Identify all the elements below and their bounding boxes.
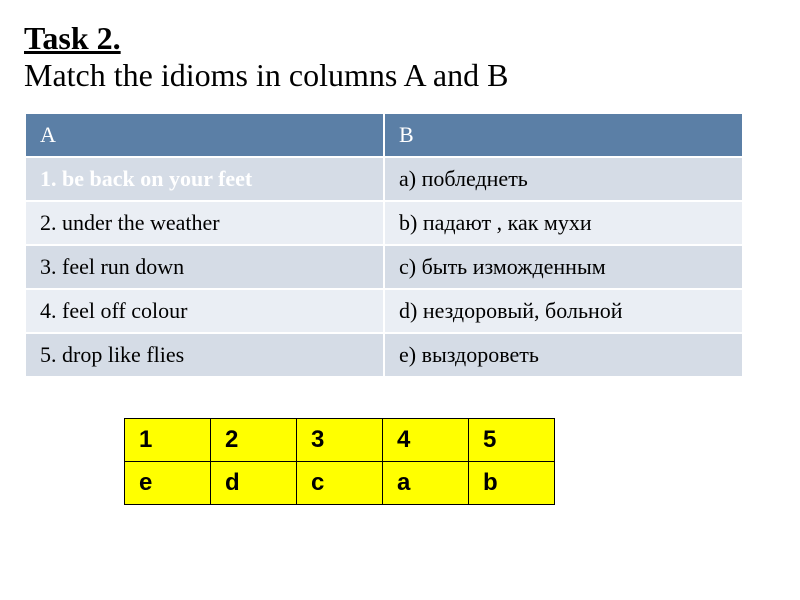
answer-number: 1 bbox=[125, 419, 211, 462]
table-header-row: A B bbox=[25, 113, 743, 157]
header-a: A bbox=[25, 113, 384, 157]
cell-a: 3. feel run down bbox=[25, 245, 384, 289]
title-block: Task 2. Match the idioms in columns A an… bbox=[24, 20, 776, 94]
table-row: 2. under the weather b) падают , как мух… bbox=[25, 201, 743, 245]
answer-letter-row: e d c a b bbox=[125, 462, 555, 505]
task-instruction: Match the idioms in columns A and B bbox=[24, 57, 776, 94]
answer-number: 5 bbox=[469, 419, 555, 462]
cell-b: e) выздороветь bbox=[384, 333, 743, 377]
cell-b: c) быть изможденным bbox=[384, 245, 743, 289]
answer-number: 4 bbox=[383, 419, 469, 462]
table-row: 4. feel off colour d) нездоровый, больно… bbox=[25, 289, 743, 333]
answer-letter: e bbox=[125, 462, 211, 505]
answer-number-row: 1 2 3 4 5 bbox=[125, 419, 555, 462]
cell-b: d) нездоровый, больной bbox=[384, 289, 743, 333]
task-label: Task 2. bbox=[24, 20, 121, 56]
answer-letter: c bbox=[297, 462, 383, 505]
answer-number: 3 bbox=[297, 419, 383, 462]
match-table: A B 1. be back on your feet a) побледнет… bbox=[24, 112, 744, 378]
answer-letter: d bbox=[211, 462, 297, 505]
cell-b: a) побледнеть bbox=[384, 157, 743, 201]
cell-a: 5. drop like flies bbox=[25, 333, 384, 377]
header-b: B bbox=[384, 113, 743, 157]
table-row: 1. be back on your feet a) побледнеть bbox=[25, 157, 743, 201]
cell-a: 4. feel off colour bbox=[25, 289, 384, 333]
table-row: 5. drop like flies e) выздороветь bbox=[25, 333, 743, 377]
answer-number: 2 bbox=[211, 419, 297, 462]
cell-b: b) падают , как мухи bbox=[384, 201, 743, 245]
cell-a: 2. under the weather bbox=[25, 201, 384, 245]
cell-a: 1. be back on your feet bbox=[25, 157, 384, 201]
answer-letter: b bbox=[469, 462, 555, 505]
table-row: 3. feel run down c) быть изможденным bbox=[25, 245, 743, 289]
answer-letter: a bbox=[383, 462, 469, 505]
answer-table: 1 2 3 4 5 e d c a b bbox=[124, 418, 555, 505]
